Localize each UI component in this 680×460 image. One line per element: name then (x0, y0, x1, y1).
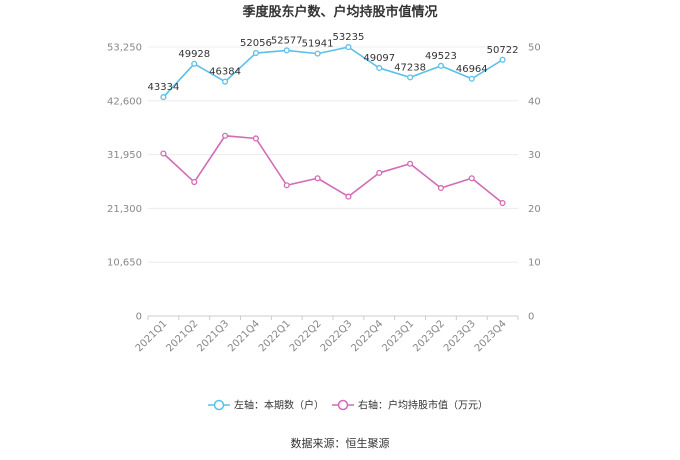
data-label: 52056 (240, 38, 272, 49)
data-point (160, 94, 167, 101)
right-tick-label: 0 (528, 312, 534, 323)
left-tick-label: 0 (136, 312, 142, 323)
data-point (345, 44, 352, 51)
left-tick-label: 21,300 (107, 204, 142, 215)
right-tick-label: 30 (528, 150, 541, 161)
series-line (162, 46, 504, 98)
data-point (252, 49, 259, 57)
left-tick-label: 42,600 (107, 96, 142, 107)
right-tick-label: 40 (528, 96, 541, 107)
legend-item-1: 左轴：本期数（户） (208, 399, 324, 412)
data-point (314, 50, 321, 57)
data-point (499, 199, 506, 207)
data-point (468, 75, 475, 82)
x-tick-label: 2023Q3 (442, 318, 478, 354)
data-point (314, 175, 321, 182)
chart-title: 季度股东户数、户均持股市值情况 (241, 4, 437, 20)
data-point (499, 56, 506, 63)
x-tick-label: 2021Q2 (165, 318, 201, 354)
data-source: 数据来源：恒生聚源 (291, 436, 390, 450)
data-point (437, 62, 444, 69)
x-axis-ticks: 2021Q12021Q22021Q32021Q42022Q12022Q22022… (134, 318, 509, 354)
data-label: 47238 (394, 62, 426, 73)
legend-marker (337, 399, 349, 411)
data-point (283, 182, 290, 189)
data-point (345, 193, 352, 200)
legend-label: 右轴：户均持股市值（万元） (358, 399, 488, 412)
x-tick-label: 2023Q4 (473, 318, 509, 354)
data-label: 43334 (148, 82, 180, 93)
series-2 (160, 132, 506, 207)
x-tick-label: 2021Q4 (226, 318, 262, 354)
left-tick-label: 53,250 (107, 43, 142, 54)
data-point (468, 175, 475, 182)
left-tick-label: 10,650 (107, 258, 142, 269)
x-tick-label: 2022Q4 (350, 318, 386, 354)
left-axis-ticks: 0 10,650 21,300 31,950 42,600 53,250 (107, 43, 142, 323)
data-point (283, 47, 290, 54)
x-tick-label: 2021Q1 (134, 318, 170, 354)
data-label: 49097 (363, 53, 395, 64)
legend-label: 左轴：本期数（户） (234, 399, 324, 412)
data-point (222, 132, 229, 139)
x-tick-label: 2023Q1 (380, 318, 416, 354)
series-line (162, 134, 504, 204)
data-point (191, 178, 198, 186)
x-tick-label: 2022Q2 (288, 318, 324, 354)
data-label: 46384 (209, 67, 241, 78)
data-label: 46964 (456, 64, 488, 75)
right-axis-ticks: 0 10 20 30 40 50 (528, 43, 541, 323)
data-point (407, 160, 414, 167)
data-point (437, 184, 444, 192)
grid (147, 46, 519, 320)
data-point (191, 60, 198, 67)
data-label: 53235 (333, 32, 365, 43)
x-tick-label: 2023Q2 (411, 318, 447, 354)
data-label: 49523 (425, 51, 457, 62)
legend: 左轴：本期数（户） 右轴：户均持股市值（万元） (208, 399, 488, 412)
x-tick-label: 2022Q3 (319, 318, 355, 354)
right-tick-label: 50 (528, 43, 541, 54)
data-point (160, 150, 167, 157)
x-tick-label: 2022Q1 (257, 318, 293, 354)
data-label: 51941 (302, 39, 334, 50)
legend-item-2: 右轴：户均持股市值（万元） (332, 399, 488, 412)
data-point (222, 78, 229, 85)
data-point (252, 135, 259, 142)
x-tick-label: 2021Q3 (195, 318, 231, 354)
data-point (376, 64, 383, 72)
data-label: 52577 (271, 35, 303, 46)
left-tick-label: 31,950 (107, 150, 142, 161)
data-label: 49928 (178, 49, 210, 60)
right-tick-label: 20 (528, 204, 541, 215)
legend-marker (213, 399, 225, 411)
data-label: 50722 (487, 45, 519, 56)
data-point (407, 74, 414, 81)
data-point (376, 169, 383, 176)
right-tick-label: 10 (528, 258, 541, 269)
